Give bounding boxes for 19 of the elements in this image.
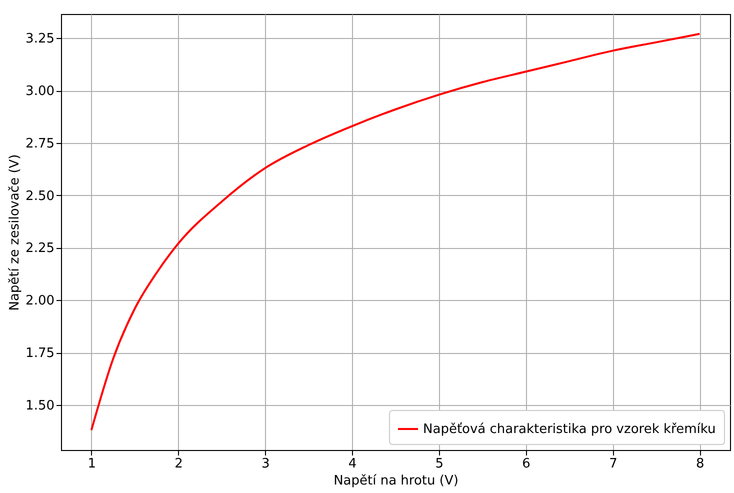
x-tick-label: 7 bbox=[609, 456, 618, 472]
y-tick-label: 3.25 bbox=[26, 32, 54, 47]
y-tick-label: 1.75 bbox=[26, 346, 54, 362]
y-tick-label: 2.75 bbox=[26, 136, 54, 152]
y-tick-label: 2.00 bbox=[26, 294, 54, 309]
y-tick-label: 2.50 bbox=[26, 188, 54, 204]
legend-label: Napěťová charakteristika pro vzorek křemíku bbox=[423, 422, 716, 437]
x-tick-label: 3 bbox=[262, 456, 270, 472]
y-tick-label: 2.25 bbox=[26, 241, 54, 256]
y-tick-label: 1.50 bbox=[26, 398, 54, 414]
y-tick-label: 3.00 bbox=[26, 84, 54, 100]
x-tick-label: 4 bbox=[348, 456, 357, 472]
x-tick-label: 1 bbox=[88, 456, 96, 472]
x-tick-label: 6 bbox=[522, 456, 530, 472]
x-axis-title: Napětí na hrotu (V) bbox=[334, 474, 458, 488]
y-axis-title: Napětí ze zesilovače (V) bbox=[8, 154, 23, 311]
x-tick-label: 2 bbox=[174, 456, 183, 472]
x-tick-label: 8 bbox=[696, 456, 704, 472]
x-tick-label: 5 bbox=[435, 456, 444, 472]
